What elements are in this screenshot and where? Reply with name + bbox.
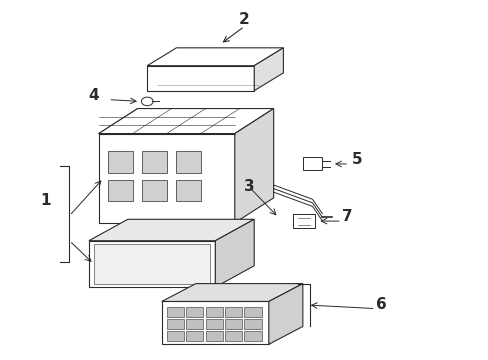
Polygon shape [89,241,215,287]
Polygon shape [99,109,273,134]
Text: 7: 7 [341,209,352,224]
Text: 6: 6 [375,297,386,312]
Text: 4: 4 [88,87,99,103]
Text: 2: 2 [239,12,249,27]
Polygon shape [162,301,268,344]
Bar [224,330,242,341]
Polygon shape [147,66,254,91]
Bar [244,307,261,317]
Bar [166,307,183,317]
Bar [108,152,132,173]
Bar [176,180,201,202]
Bar [205,319,222,329]
Polygon shape [268,284,302,344]
Bar [244,330,261,341]
Bar [224,307,242,317]
Text: 1: 1 [40,193,50,208]
Polygon shape [99,134,234,223]
Polygon shape [94,244,210,284]
Polygon shape [162,284,302,301]
Bar [142,152,166,173]
Bar [205,330,222,341]
Polygon shape [254,48,283,91]
Text: 3: 3 [244,179,255,194]
Polygon shape [215,219,254,287]
Polygon shape [89,219,254,241]
Bar [166,319,183,329]
Bar [186,319,203,329]
Bar [142,180,166,202]
Bar [186,330,203,341]
Bar [176,152,201,173]
Bar [108,180,132,202]
Polygon shape [147,48,283,66]
Bar [292,214,314,228]
Bar [224,319,242,329]
Circle shape [141,97,153,106]
Bar [302,157,322,170]
Polygon shape [234,109,273,223]
Text: 5: 5 [351,152,361,167]
Bar [205,307,222,317]
Bar [186,307,203,317]
Bar [166,330,183,341]
Bar [244,319,261,329]
